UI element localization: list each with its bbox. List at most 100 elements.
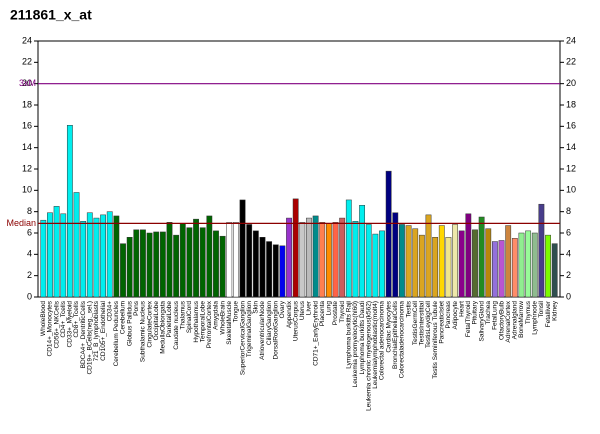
x-tick-label: Lymphnode	[531, 301, 538, 335]
bar	[279, 245, 286, 298]
x-tick-label: CD4+_Tcells	[60, 300, 67, 337]
bar	[418, 234, 425, 298]
bar	[113, 215, 120, 298]
x-tick-label: DorsalRootGanglion	[272, 301, 279, 360]
bar	[140, 229, 146, 298]
y2-tick-label: 20	[566, 78, 576, 88]
x-tick-label: Uterus	[299, 300, 306, 320]
x-tick-label: OlfactoryBulb	[498, 301, 505, 340]
bar	[86, 212, 93, 298]
x-tick-label: CiliaryGanglion	[266, 301, 273, 345]
bar	[518, 232, 525, 298]
bar	[392, 212, 399, 298]
x-tick-label: Subthalamic Nucleus	[140, 300, 147, 362]
bar	[312, 215, 319, 298]
x-tick-label: OccipitalLobe	[153, 301, 160, 341]
x-tick-label: CD19+_BCells(neg._sel.)	[87, 301, 94, 375]
bar	[100, 214, 106, 298]
x-tick-label: CD14+_Monocytes	[47, 300, 54, 356]
bar	[173, 234, 180, 298]
x-tick-label: ParietalLobe	[166, 301, 173, 338]
y-tick-label: 22	[22, 57, 32, 67]
x-tick-label: Colorectaladenocarcinoma	[399, 301, 406, 379]
x-tick-label: Testis Seminiferous Tubule	[432, 301, 439, 379]
x-tick-label: Skin	[253, 301, 260, 314]
x-tick-label: Prostate	[332, 301, 339, 326]
bar	[299, 222, 306, 298]
x-tick-label: Tongue	[233, 301, 240, 323]
x-tick-label: CD56+_NKCells	[53, 300, 60, 348]
y-tick-label: 6	[27, 227, 32, 237]
x-tick-label: CD71+_EarlyErythroid	[312, 301, 319, 366]
bar	[345, 199, 352, 298]
x-tick-label: TestisLeydigCell	[425, 300, 432, 348]
bar	[233, 222, 239, 298]
y2-tick-label: 22	[566, 57, 576, 67]
bar	[292, 198, 299, 298]
bar	[93, 217, 100, 298]
bar	[319, 222, 326, 298]
x-tick-label: Cardiac Myocytes	[385, 300, 392, 352]
x-tick-label: Trachea	[485, 301, 492, 325]
bar	[120, 243, 126, 298]
bar	[325, 223, 332, 298]
x-tick-label: CD33+_Myeloid	[67, 301, 74, 348]
bar	[531, 232, 538, 298]
x-tick-label: Lung	[326, 301, 333, 316]
bar	[525, 230, 532, 298]
x-tick-label: SalivaryGland	[478, 301, 485, 342]
x-tick-label: Cerebellum	[120, 301, 127, 334]
x-tick-label: Appendix	[286, 300, 293, 328]
bar	[452, 224, 458, 298]
bar	[266, 241, 273, 298]
bar	[505, 225, 512, 298]
bar	[179, 223, 186, 298]
x-tick-label: Tonsil	[538, 300, 545, 317]
x-tick-label: TestisInterstitial	[419, 300, 426, 345]
bar	[126, 237, 133, 298]
x-tick-label: CD105+_Endothelial	[100, 300, 107, 360]
x-tick-label: SkeletalMuscle	[226, 301, 233, 345]
bar	[226, 222, 233, 298]
x-tick-label: Placenta	[319, 301, 326, 327]
y-tick-label: 2	[27, 270, 32, 280]
x-tick-label: WholeBlood	[40, 301, 47, 336]
bar	[379, 230, 385, 298]
y2-tick-label: 2	[566, 270, 571, 280]
x-tick-label: Leukemialymphoblastic(molt4)	[372, 301, 379, 389]
y-tick-label: 10	[22, 185, 32, 195]
x-tick-label: Heart	[458, 301, 465, 317]
x-tick-label: FetalLung	[492, 301, 499, 330]
bar	[73, 192, 80, 298]
x-tick-label: Ovary	[279, 300, 286, 318]
bar	[213, 230, 219, 298]
bar	[352, 221, 359, 298]
y-tick-label: 0	[27, 291, 32, 301]
x-tick-label: Testis	[405, 300, 412, 317]
bar	[206, 215, 213, 298]
x-tick-label: SuperiorCervicalGanglion	[239, 301, 246, 375]
bar	[199, 227, 206, 298]
bar	[458, 230, 465, 298]
bar	[166, 222, 173, 298]
bar	[438, 225, 445, 298]
bar	[339, 217, 346, 298]
bar	[332, 222, 339, 298]
x-tick-label: Lymphoma burkitts Daudi	[359, 301, 366, 374]
x-tick-label: CD8+_Tcells	[73, 300, 80, 337]
bar	[193, 218, 199, 298]
bar	[372, 233, 379, 298]
bar	[365, 224, 372, 298]
bar	[286, 217, 292, 298]
bar	[485, 228, 492, 298]
x-tick-label: Amygdala	[213, 301, 220, 330]
x-tick-label: Globus Pallidus	[126, 300, 133, 346]
bar	[405, 225, 412, 298]
bar	[306, 217, 312, 298]
y-tick-label: 16	[22, 121, 32, 131]
y2-tick-label: 12	[566, 163, 576, 173]
x-tick-label: Adrenalgland	[512, 301, 519, 340]
x-tick-label: Caudate nucleus	[173, 300, 180, 350]
y-tick-label: 4	[27, 249, 32, 259]
x-tick-label: BDCA4+_DentriticCells	[80, 300, 87, 368]
